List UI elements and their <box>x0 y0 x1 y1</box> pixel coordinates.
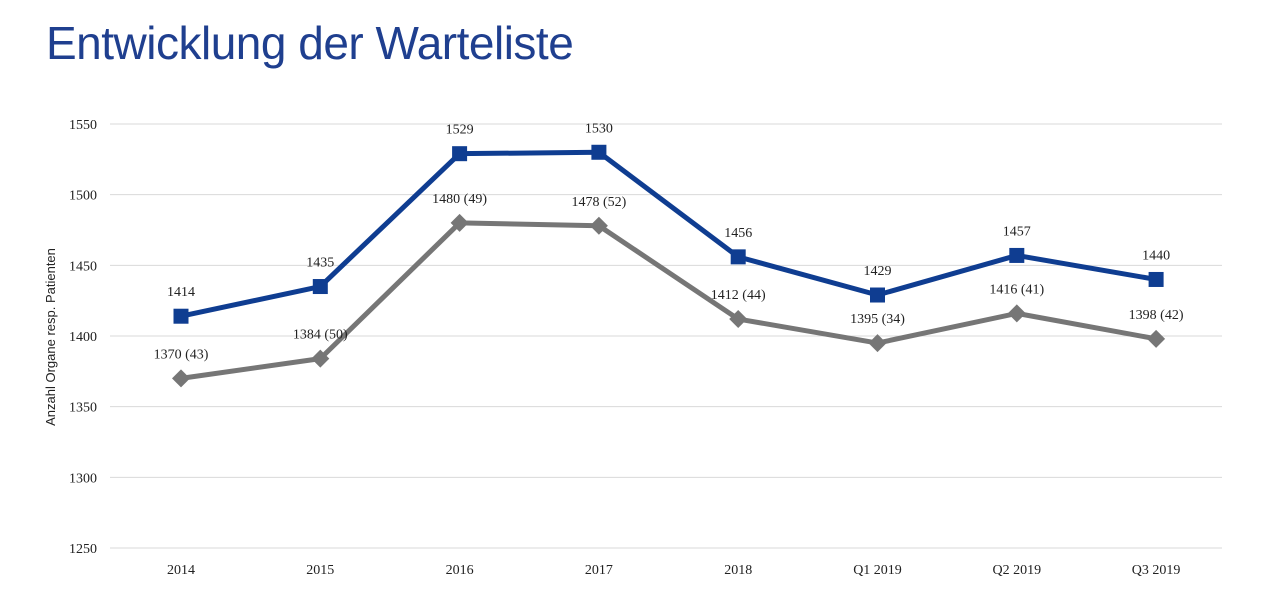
data-label: 1412 (44) <box>711 288 766 303</box>
y-axis-label: Anzahl Organe resp. Patienten <box>43 248 58 426</box>
data-point-diamond <box>172 369 190 388</box>
y-tick-label: 1250 <box>69 542 97 557</box>
data-point-square <box>1148 271 1164 287</box>
data-label: 1529 <box>446 123 474 138</box>
x-tick-label: 2015 <box>306 563 334 578</box>
x-tick-label: Q1 2019 <box>853 563 902 578</box>
gridlines <box>110 123 1222 549</box>
data-point-square <box>591 144 607 160</box>
y-tick-label: 1500 <box>69 189 97 204</box>
data-point-diamond <box>868 334 887 353</box>
data-point-square <box>452 146 468 162</box>
x-axis-ticks: 2014 2015 2016 2017 2018 Q1 2019 Q2 2019 Q3 201… <box>167 563 1180 578</box>
series-line <box>180 149 1157 319</box>
data-label: 1370 (43) <box>154 347 209 362</box>
data-label: 1440 <box>1142 248 1170 263</box>
y-tick-label: 1300 <box>69 471 97 486</box>
data-point-diamond <box>729 310 748 329</box>
data-label: 1457 <box>1003 224 1031 239</box>
data-point-diamond <box>450 213 469 232</box>
x-tick-label: 2018 <box>724 563 752 578</box>
y-tick-label: 1450 <box>69 259 97 274</box>
y-tick-label: 1400 <box>69 330 97 345</box>
data-label: 1429 <box>864 264 892 279</box>
data-label: 1478 (52) <box>571 195 626 210</box>
x-tick-label: 2017 <box>585 563 613 578</box>
series-layer <box>172 144 1166 388</box>
x-tick-label: 2016 <box>446 563 474 578</box>
data-point-square <box>870 287 885 303</box>
data-point-diamond <box>1007 304 1026 323</box>
x-tick-label: 2014 <box>167 563 195 578</box>
data-label: 1530 <box>585 121 613 136</box>
data-point-diamond <box>1147 329 1166 348</box>
data-point-square <box>730 249 746 265</box>
data-point-diamond <box>311 349 330 368</box>
data-label: 1480 (49) <box>432 192 487 207</box>
data-point-square <box>1009 247 1025 263</box>
data-label: 1384 (50) <box>293 328 348 343</box>
data-labels: 1370 (43) 1384 (50) 1480 (49) 1478 (52) 1412… <box>154 121 1184 362</box>
data-label: 1398 (42) <box>1129 308 1184 323</box>
data-label: 1435 <box>306 256 334 271</box>
data-label: 1416 (41) <box>989 282 1044 297</box>
y-tick-label: 1550 <box>69 118 97 133</box>
y-tick-label: 1350 <box>69 401 97 416</box>
page-title: Entwicklung der Warteliste <box>46 17 574 69</box>
data-point-square <box>312 279 328 295</box>
series-line <box>180 220 1157 381</box>
x-tick-label: Q2 2019 <box>992 563 1041 578</box>
data-label: 1414 <box>167 285 195 300</box>
data-label: 1456 <box>724 226 752 241</box>
x-tick-label: Q3 2019 <box>1132 563 1181 578</box>
data-point-square <box>173 308 189 324</box>
data-point-diamond <box>589 216 608 235</box>
data-label: 1395 (34) <box>850 312 905 327</box>
y-axis-ticks: 1250 1300 1350 1400 1450 1500 1550 <box>69 118 97 557</box>
